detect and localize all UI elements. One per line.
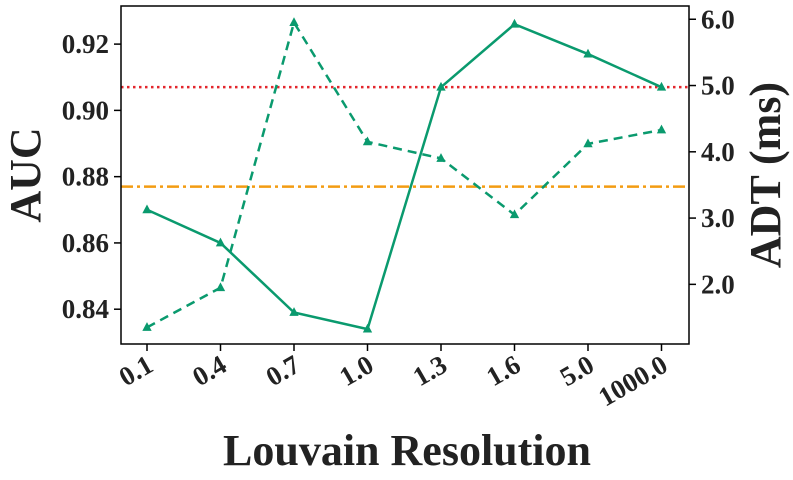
y-tick-label: 0.86	[62, 228, 109, 258]
y-tick-label: 0.90	[62, 95, 109, 125]
x-tick-label: 1.0	[334, 349, 378, 392]
x-tick-label: 0.4	[187, 349, 231, 392]
y2-tick-label: 3.0	[701, 203, 735, 233]
plot-frame	[120, 5, 690, 345]
x-tick-label: 0.1	[114, 349, 158, 392]
data-point-left-1.0	[362, 323, 373, 333]
x-tick-label: 5.0	[555, 349, 599, 392]
data-point-right-1.3	[436, 153, 446, 162]
data-point-right-1000.0	[656, 124, 667, 134]
y2-tick-label: 6.0	[701, 4, 735, 34]
data-point-left-0.1	[142, 204, 152, 214]
x-tick-label: 0.7	[261, 349, 305, 392]
data-point-right-0.4	[215, 282, 226, 292]
data-point-right-0.7	[289, 17, 299, 26]
reference-lines	[121, 85, 689, 188]
x-tick-label: 1.6	[481, 349, 525, 392]
data-point-right-0.1	[142, 322, 152, 331]
y2-tick-label: 2.0	[701, 269, 735, 299]
axis-layer: 0.1 0.4 0.7 1.0 1.3 1.6 5.01000.00.840.860.880…	[62, 4, 735, 412]
y2-tick-label: 4.0	[701, 137, 735, 167]
data-point-left-1000.0	[656, 81, 667, 91]
series-line-left-solid	[146, 22, 663, 331]
data-point-left-0.4	[215, 237, 226, 247]
x-tick-label: 1000.0	[593, 349, 672, 412]
data-point-left-5.0	[583, 48, 593, 58]
y-tick-label: 0.84	[62, 294, 109, 324]
y2-tick-label: 5.0	[701, 71, 735, 101]
data-point-left-0.7	[289, 307, 299, 316]
y-tick-label: 0.92	[62, 29, 109, 59]
y2-axis-title: ADT (ms)	[741, 82, 790, 268]
x-tick-label: 1.3	[408, 349, 452, 392]
data-point-right-5.0	[583, 138, 593, 148]
data-point-left-1.6	[509, 18, 520, 28]
y-axis-title: AUC	[1, 127, 50, 222]
y-tick-label: 0.88	[62, 162, 109, 192]
data-point-right-1.6	[509, 209, 520, 219]
series-layer	[142, 17, 667, 333]
data-point-left-1.3	[436, 81, 446, 91]
data-point-right-1.0	[362, 136, 373, 146]
x-axis-title: Louvain Resolution	[223, 426, 591, 475]
series-line-right-dashed	[146, 19, 662, 329]
